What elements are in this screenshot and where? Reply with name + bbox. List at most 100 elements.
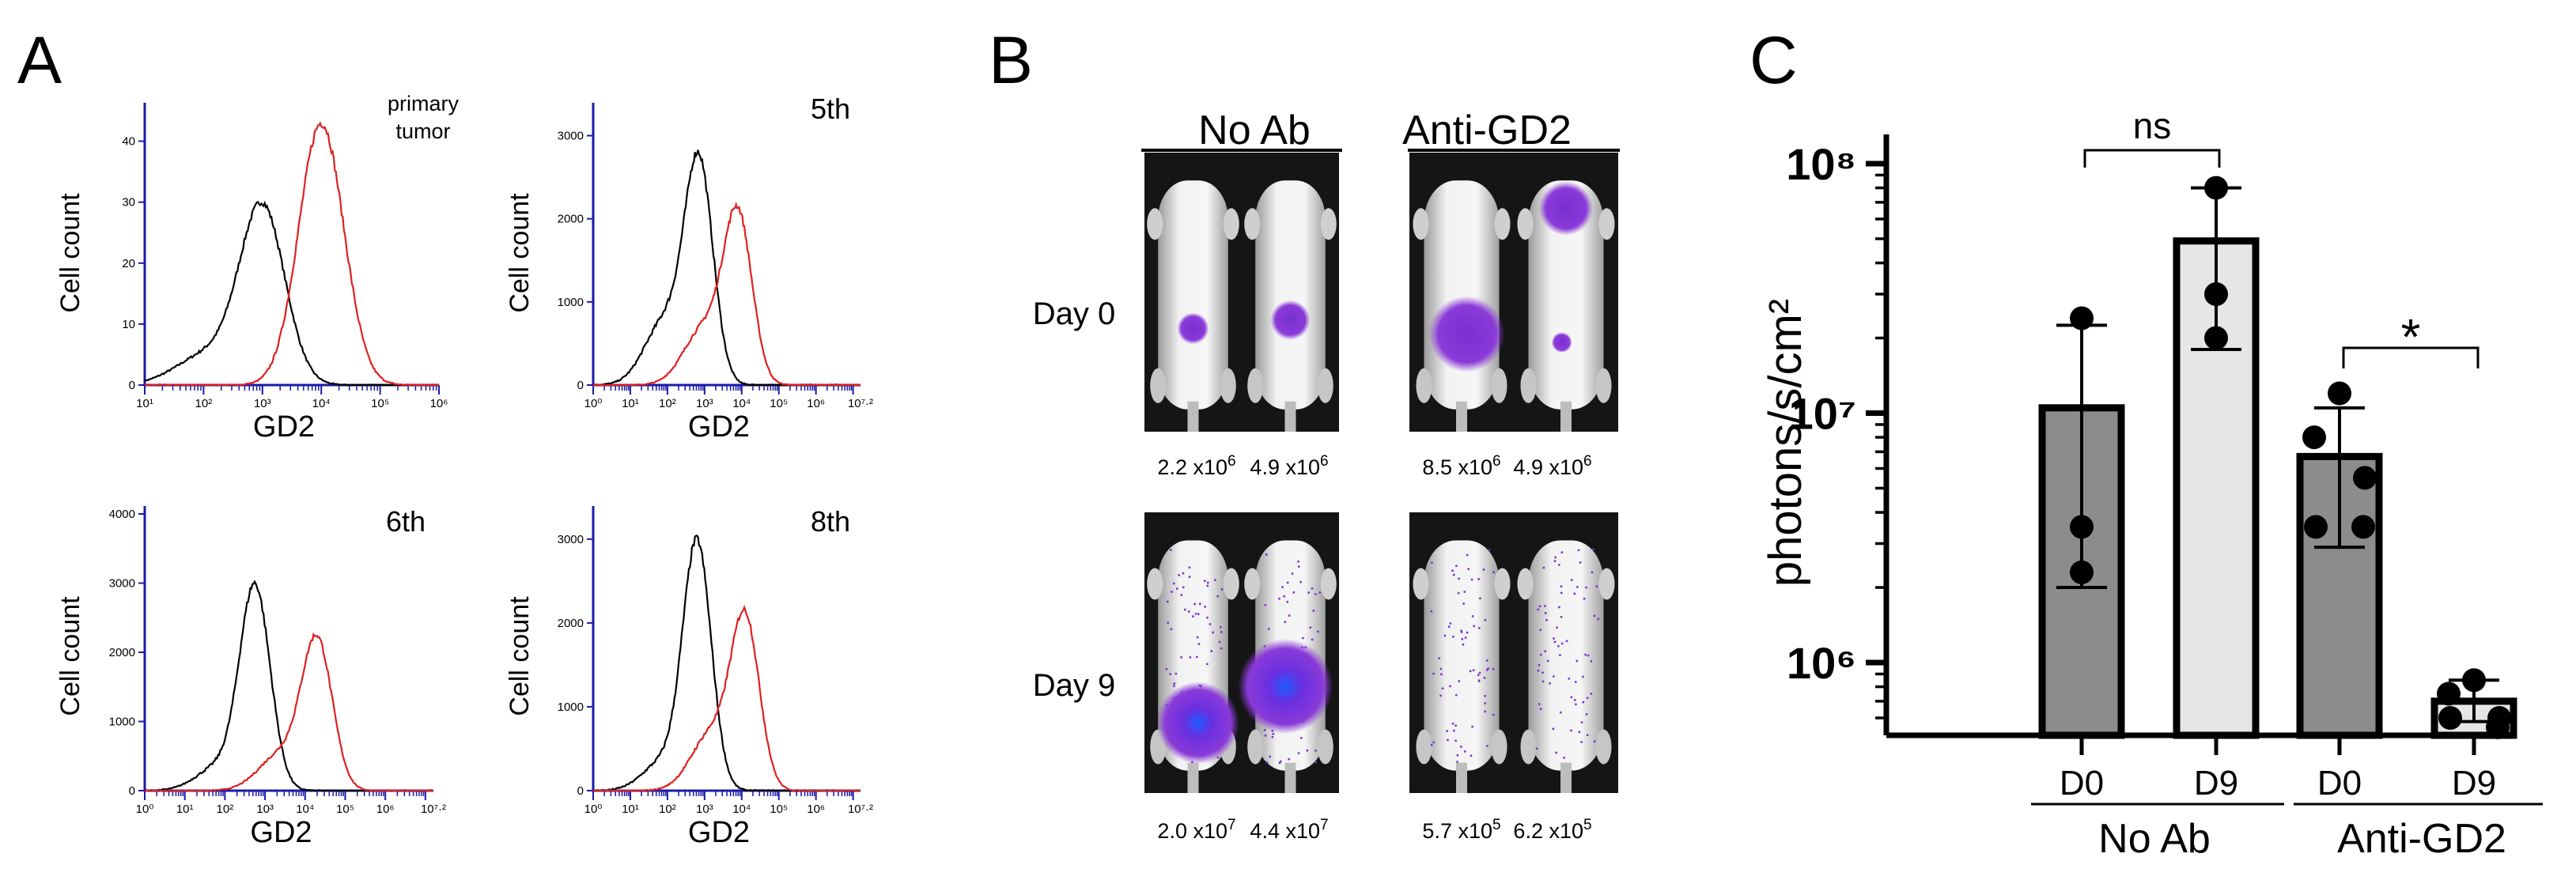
histogram-1: 0 10 20 30 40 10¹ 10² 10³ 10⁴ 10⁵ 10⁶ Cell count GD2…: [55, 92, 459, 444]
signal-speckle: [1482, 568, 1485, 571]
y-tick-label: 10: [122, 318, 135, 331]
signal-speckle: [1220, 625, 1222, 629]
signal-speckle: [1199, 602, 1201, 606]
signal-speckle: [1269, 755, 1271, 758]
signal-speckle: [1544, 612, 1547, 614]
signal-speckle: [1563, 757, 1565, 759]
x-tick-label: 10¹: [176, 803, 194, 816]
x-tick-label: 10³: [696, 803, 713, 816]
histogram-title: 8th: [811, 505, 850, 538]
x-axis-label: GD2: [688, 816, 750, 849]
signal-speckle: [1182, 586, 1185, 589]
tumor-signal: [1238, 639, 1333, 735]
mouse-paw: [1494, 568, 1511, 600]
histogram-2: 0 1000 2000 3000 10⁰ 10¹ 10² 10³ 10⁴ 10⁵ 10⁶ 10⁷·² C…: [505, 93, 873, 444]
histogram-title: primary: [388, 92, 460, 115]
tumor-signal: [1156, 682, 1239, 765]
signal-speckle: [1478, 627, 1481, 629]
signal-speckle: [1267, 628, 1270, 630]
signal-speckle: [1431, 561, 1433, 564]
signal-speckle: [1472, 669, 1475, 671]
control-histogram: [144, 200, 440, 387]
signal-speckle: [1292, 591, 1296, 594]
photon-value: 5.7 x105: [1422, 817, 1500, 843]
mouse-paw: [1150, 368, 1167, 403]
gd2-histogram: [145, 632, 434, 792]
signal-speckle: [1318, 591, 1322, 594]
mouse-paw: [1320, 208, 1337, 240]
significance-bracket: [2083, 149, 2221, 168]
signal-speckle: [1264, 604, 1267, 606]
signal-speckle: [1206, 616, 1209, 619]
signal-speckle: [1451, 569, 1454, 572]
signal-speckle: [1297, 560, 1299, 563]
x-tick-label: 10³: [256, 803, 274, 816]
photon-value: 8.5 x106: [1422, 453, 1500, 479]
signal-speckle: [1477, 679, 1481, 682]
y-tick-label: 3000: [558, 533, 584, 546]
y-tick-label: 10⁷: [1789, 389, 1856, 439]
signal-speckle: [1291, 572, 1294, 575]
signal-speckle: [1570, 696, 1573, 699]
significance-label: ns: [2133, 105, 2172, 146]
mouse-tail: [1284, 401, 1296, 432]
signal-speckle: [1314, 593, 1317, 595]
signal-speckle: [1432, 741, 1436, 744]
histogram-title: tumor: [395, 119, 450, 143]
photon-value: 2.2 x106: [1157, 453, 1235, 479]
signal-speckle: [1283, 595, 1285, 598]
value-mantissa: 4.9 x10: [1250, 455, 1320, 479]
group-label-no-ab: No Ab: [1198, 108, 1311, 153]
x-tick-label: D0: [2060, 764, 2104, 803]
mouse-paw: [1598, 208, 1615, 240]
signal-speckle: [1194, 613, 1197, 615]
signal-speckle: [1558, 564, 1560, 566]
group-label-anti-gd2: Anti-GD2: [1402, 108, 1572, 153]
y-tick-label: 0: [129, 379, 135, 392]
signal-speckle: [1464, 750, 1466, 753]
x-tick-label: D9: [2452, 764, 2496, 803]
panel-c-bar-chart: 10⁸ 10⁷ 10⁶ photons/s/cm² D0 D9 D0 D9 No Ab Anti-…: [1760, 105, 2543, 862]
value-exponent: 6: [1492, 453, 1501, 470]
signal-speckle: [1173, 685, 1175, 687]
panel-letter-c: C: [1749, 23, 1798, 97]
y-axis-label: Cell count: [505, 596, 535, 716]
signal-speckle: [1544, 605, 1546, 607]
mouse-tail: [1456, 762, 1467, 793]
signal-speckle: [1568, 678, 1571, 680]
value-mantissa: 6.2 x10: [1513, 819, 1583, 843]
signal-speckle: [1573, 699, 1576, 701]
signal-speckle: [1565, 640, 1568, 643]
signal-speckle: [1288, 757, 1290, 761]
signal-speckle: [1538, 703, 1541, 705]
signal-speckle: [1473, 625, 1475, 628]
signal-speckle: [1430, 743, 1433, 746]
x-tick-label: 10⁶: [807, 803, 825, 816]
signal-speckle: [1302, 636, 1304, 640]
panel-letter-b: B: [989, 23, 1034, 97]
mouse-paw: [1598, 568, 1615, 600]
y-tick-label: 2000: [558, 617, 584, 630]
mouse-paw: [1520, 729, 1537, 765]
signal-speckle: [1575, 703, 1577, 706]
signal-speckle: [1265, 761, 1269, 764]
y-tick-label: 2000: [109, 646, 135, 659]
x-tick-label: 10⁶: [430, 397, 448, 410]
y-tick-label: 10⁸: [1786, 139, 1856, 189]
signal-speckle: [1311, 587, 1314, 590]
value-mantissa: 4.4 x10: [1250, 819, 1320, 843]
signal-speckle: [1184, 608, 1186, 611]
signal-speckle: [1460, 629, 1462, 633]
signal-speckle: [1180, 594, 1183, 596]
mouse-body: [1255, 180, 1326, 410]
signal-speckle: [1192, 615, 1194, 618]
signal-speckle: [1447, 625, 1451, 628]
signal-speckle: [1432, 672, 1435, 675]
signal-speckle: [1597, 618, 1599, 621]
signal-speckle: [1586, 734, 1589, 737]
signal-speckle: [1575, 659, 1579, 663]
signal-speckle: [1309, 626, 1312, 629]
signal-speckle: [1570, 579, 1573, 581]
signal-speckle: [1479, 597, 1481, 600]
